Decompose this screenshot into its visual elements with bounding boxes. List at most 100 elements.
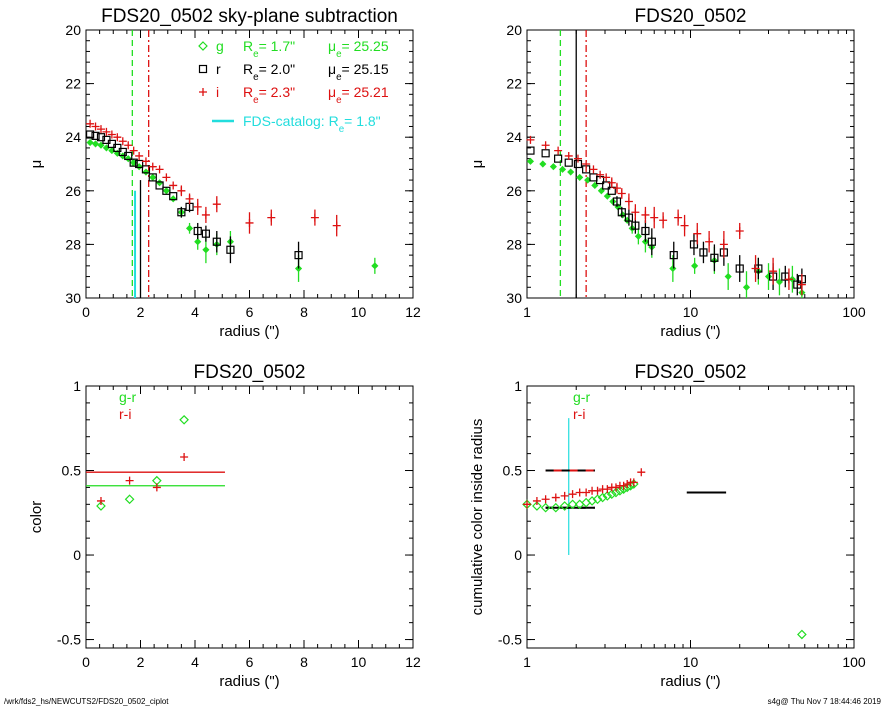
data-point bbox=[177, 186, 186, 195]
data-point bbox=[156, 179, 164, 187]
legend-catalog-label: FDS-catalog: Re= 1.8" bbox=[243, 113, 381, 135]
data-point bbox=[564, 158, 573, 167]
x-tick-label: 2 bbox=[137, 304, 145, 320]
data-point bbox=[582, 488, 591, 497]
data-point bbox=[592, 494, 603, 505]
y-tick-label: 28 bbox=[506, 236, 522, 252]
data-point bbox=[674, 213, 683, 222]
x-tick-label: 6 bbox=[246, 654, 254, 670]
data-point bbox=[194, 238, 202, 246]
y-tick-label: 24 bbox=[65, 129, 81, 145]
data-point bbox=[96, 496, 105, 505]
data-point bbox=[615, 485, 625, 496]
data-point bbox=[573, 154, 582, 163]
x-axis-label: radius (") bbox=[660, 323, 720, 340]
x-axis-ticks: 1 10 100 bbox=[523, 30, 866, 320]
y-axis-ticks: -0.5 0 0.5 1 bbox=[57, 378, 413, 648]
x-axis-ticks: 0 2 4 6 8 10 12 bbox=[82, 386, 421, 670]
data-point bbox=[129, 146, 138, 155]
y-tick-label: 0.5 bbox=[503, 463, 523, 479]
data-point bbox=[177, 208, 186, 217]
y-tick-label: 28 bbox=[65, 236, 81, 252]
data-point bbox=[185, 194, 194, 203]
data-point bbox=[568, 490, 577, 499]
data-point bbox=[162, 187, 170, 195]
x-tick-label: 2 bbox=[137, 654, 145, 670]
legend-g-r: g-r bbox=[573, 389, 590, 405]
data-point bbox=[180, 452, 189, 461]
data-point bbox=[735, 264, 744, 273]
data-point bbox=[611, 483, 620, 492]
data-point bbox=[96, 501, 106, 511]
data-point bbox=[551, 493, 560, 502]
y-tick-label: -0.5 bbox=[498, 632, 522, 648]
data-point bbox=[541, 495, 550, 504]
data-point bbox=[155, 181, 164, 190]
y-tick-label: 0.5 bbox=[62, 463, 82, 479]
data-point bbox=[86, 138, 94, 147]
y-tick-label: 0 bbox=[73, 547, 81, 563]
data-point bbox=[609, 197, 617, 206]
data-point bbox=[129, 158, 138, 167]
chart-title: FDS20_0502 sky-plane subtraction bbox=[101, 6, 398, 27]
data-point bbox=[611, 487, 621, 498]
data-point bbox=[603, 485, 612, 494]
data-point bbox=[617, 208, 626, 217]
series-i bbox=[523, 468, 646, 509]
y-axis-label: μ bbox=[469, 160, 486, 169]
data-point bbox=[596, 170, 605, 179]
data-point bbox=[169, 195, 177, 203]
data-point bbox=[162, 173, 171, 182]
data-point bbox=[541, 141, 550, 150]
data-point bbox=[589, 173, 598, 182]
data-point bbox=[540, 502, 551, 513]
x-tick-label: 10 bbox=[351, 654, 367, 670]
data-point bbox=[226, 245, 235, 254]
data-point bbox=[245, 218, 254, 227]
y-axis-ticks: -0.5 0 0.5 1 bbox=[498, 378, 854, 648]
data-point bbox=[550, 502, 561, 513]
data-point bbox=[606, 489, 617, 500]
y-axis-label: color bbox=[28, 501, 45, 534]
y-tick-label: 1 bbox=[514, 378, 522, 394]
data-point bbox=[593, 486, 602, 495]
x-tick-label: 100 bbox=[842, 304, 866, 320]
x-axis-ticks: 1 10 100 bbox=[523, 386, 866, 670]
y-tick-label: 30 bbox=[506, 290, 522, 306]
data-point bbox=[641, 210, 650, 219]
data-point bbox=[141, 165, 151, 174]
series-i bbox=[96, 452, 189, 505]
x-tick-label: 0 bbox=[82, 304, 90, 320]
data-point bbox=[212, 237, 221, 246]
x-tick-label: 6 bbox=[246, 304, 254, 320]
data-point bbox=[148, 173, 157, 182]
legend-mu-r: μe= 25.15 bbox=[328, 61, 389, 83]
data-point bbox=[532, 501, 542, 511]
chart-panel-p2: FDS20_0502 1 10 100 20 22 24 26 28 30 radius (") μ bbox=[469, 6, 866, 340]
x-tick-label: 4 bbox=[191, 654, 199, 670]
data-point bbox=[567, 168, 575, 176]
data-point bbox=[523, 500, 531, 509]
legend-marker-r bbox=[198, 64, 208, 74]
y-tick-label: -0.5 bbox=[57, 632, 81, 648]
data-point bbox=[124, 151, 133, 161]
data-point bbox=[149, 173, 157, 181]
data-point bbox=[212, 200, 221, 209]
data-point bbox=[202, 246, 210, 254]
x-tick-label: 10 bbox=[683, 654, 699, 670]
data-point bbox=[294, 251, 303, 260]
data-point bbox=[332, 221, 341, 230]
y-tick-label: 20 bbox=[65, 22, 81, 38]
y-axis-ticks: 20 22 24 26 28 30 bbox=[65, 22, 413, 306]
data-point bbox=[560, 491, 569, 500]
data-point bbox=[576, 173, 584, 181]
x-tick-label: 12 bbox=[405, 654, 421, 670]
data-point bbox=[659, 216, 668, 225]
data-point bbox=[769, 267, 778, 276]
data-point bbox=[624, 197, 633, 206]
data-point bbox=[185, 224, 194, 232]
legend-marker-g bbox=[198, 41, 208, 51]
